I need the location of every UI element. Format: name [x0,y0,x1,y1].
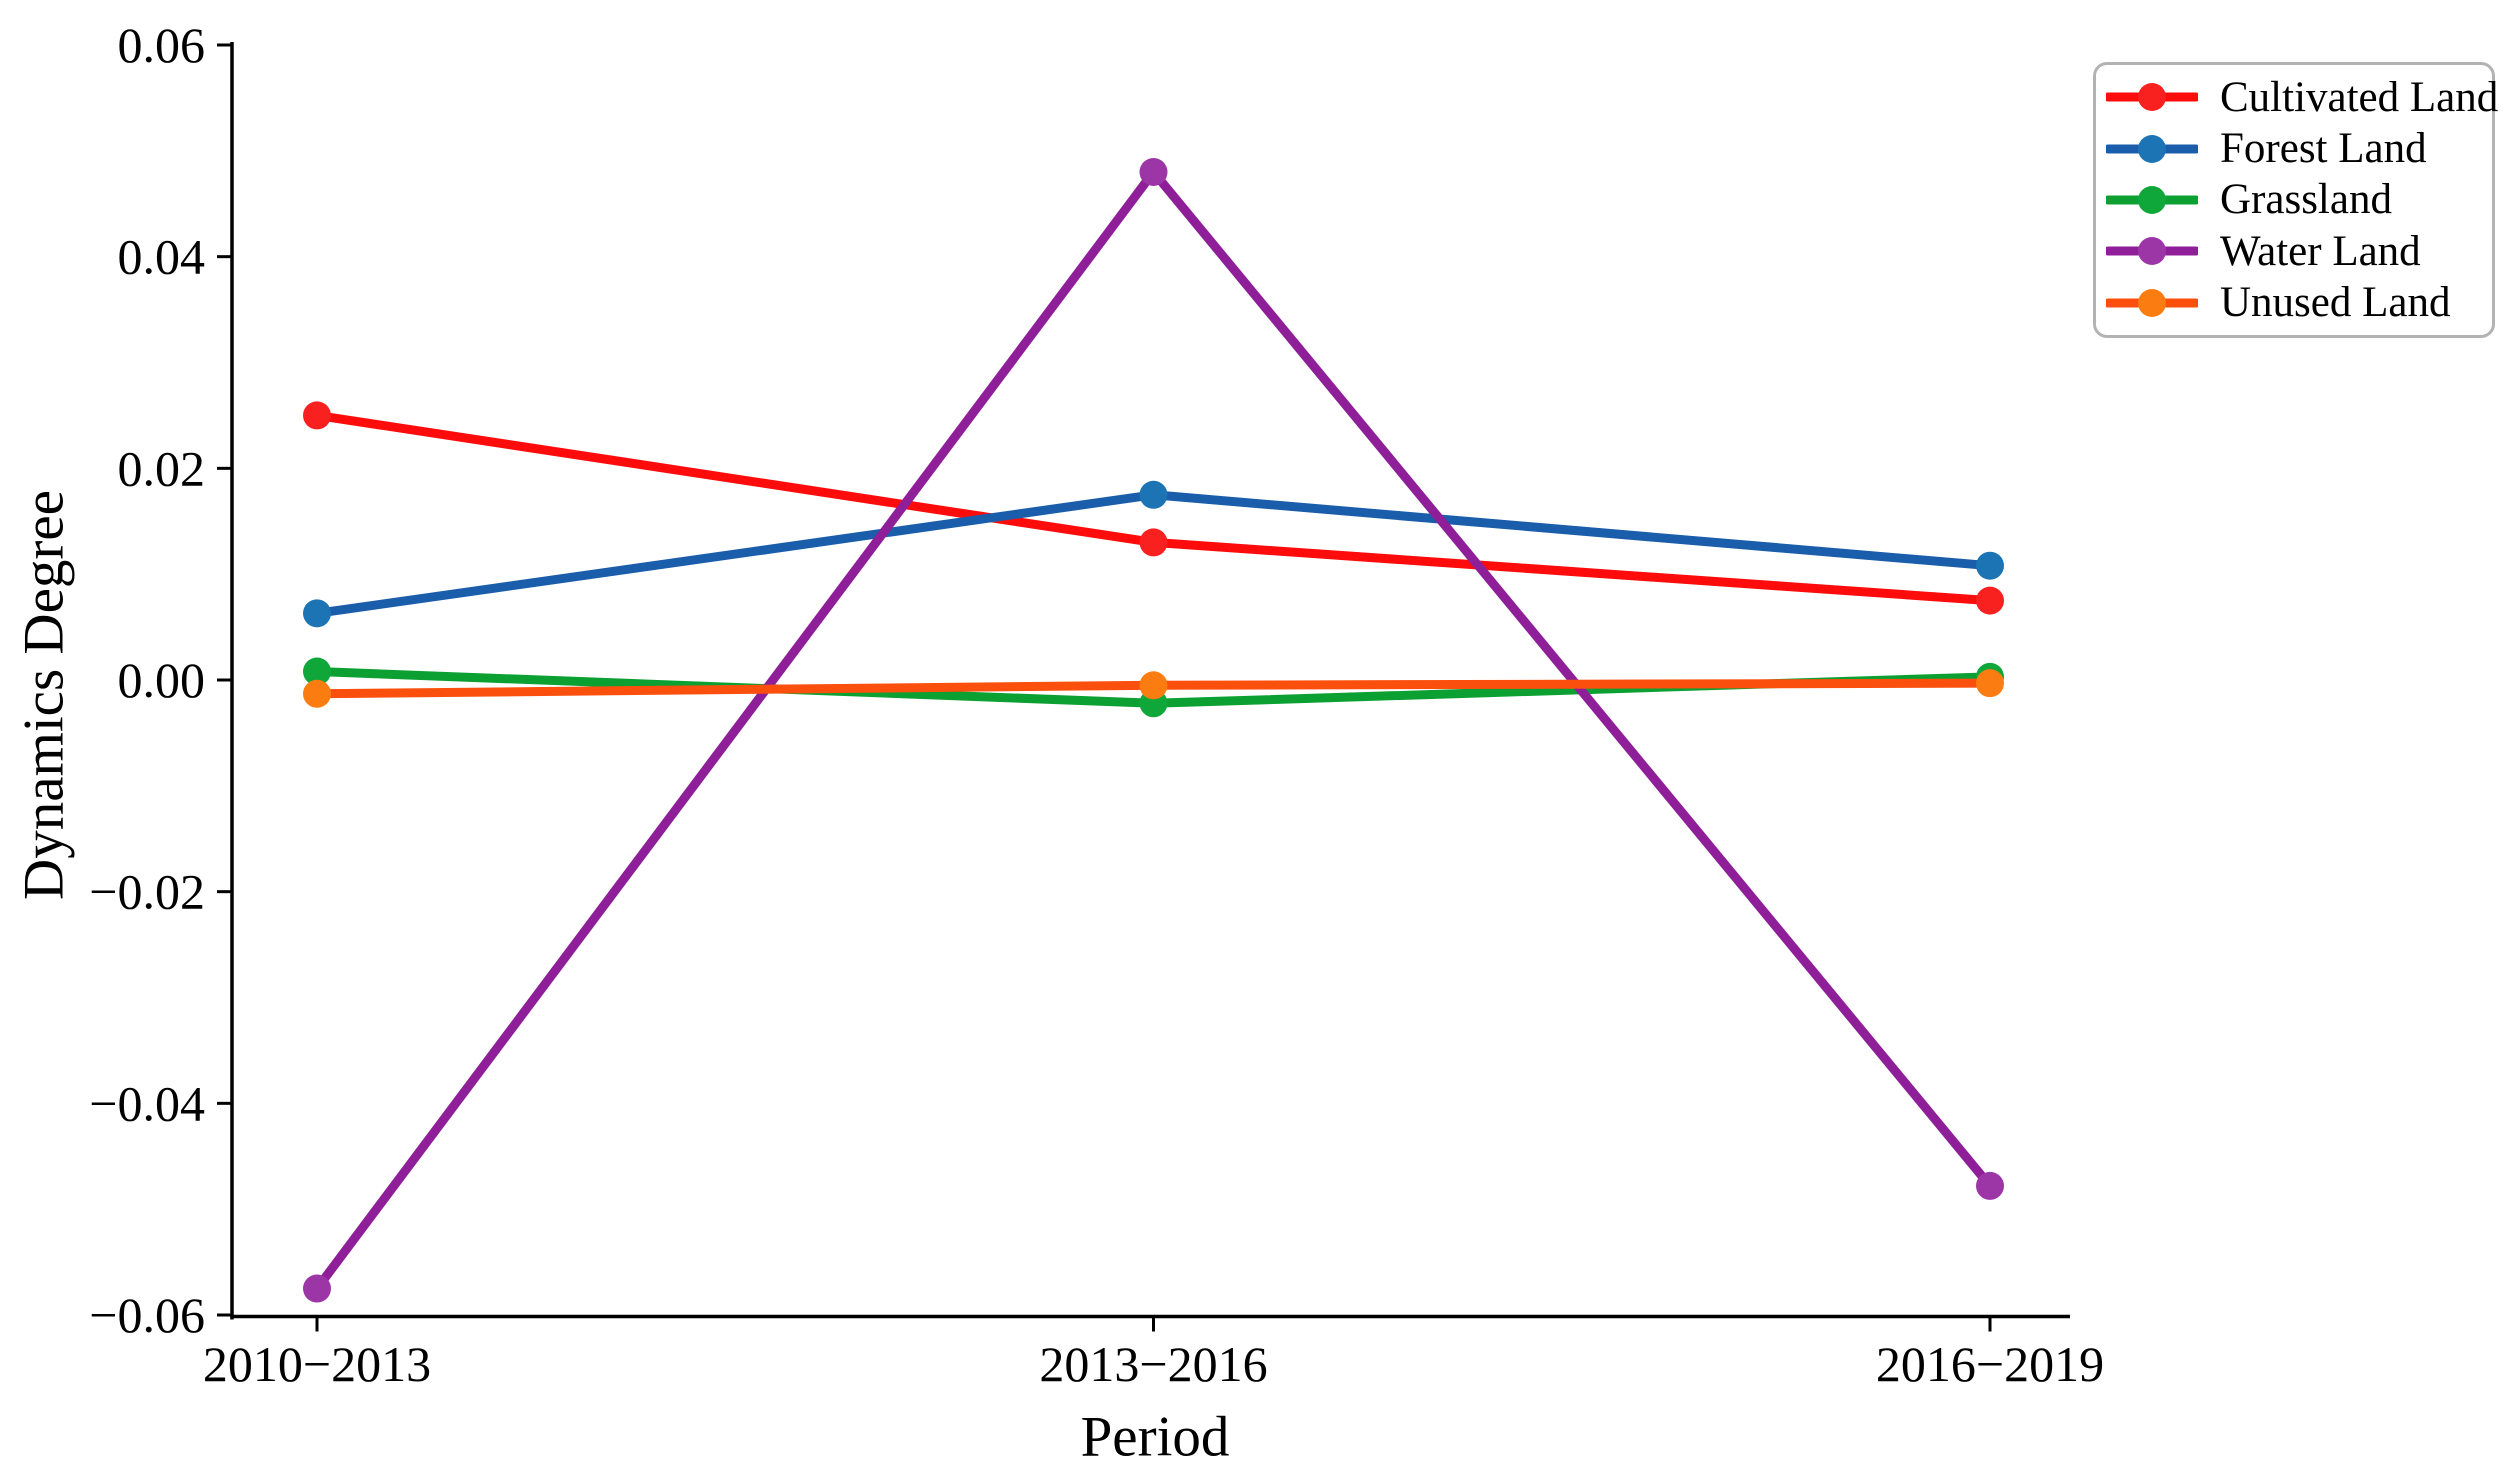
y-axis-title: Dynamics Degree [12,490,76,900]
data-point-water-land [1976,1171,2004,1200]
legend: Cultivated Land Forest Land Grassland Water… [2093,62,2498,338]
legend-label: Water Land [2220,227,2421,275]
x-tick-label: 2013−2016 [1039,1336,1267,1392]
data-point-cultivated-land [1139,528,1168,557]
data-point-cultivated-land [303,401,331,430]
legend-item-grassland: Grassland [2096,175,2492,225]
x-axis-title: Period [1080,1405,1230,1469]
legend-swatch-icon [2106,185,2198,214]
legend-item-unused-land: Unused Land [2096,278,2492,328]
legend-swatch-icon [2106,237,2198,266]
legend-swatch-icon [2106,288,2198,317]
series-line-water-land [312,167,1995,1294]
y-tick-label: −0.04 [89,1075,205,1131]
legend-label: Unused Land [2220,279,2451,327]
data-point-forest-land [303,599,331,628]
legend-swatch-icon [2106,83,2198,112]
legend-item-water-land: Water Land [2096,226,2492,276]
data-point-grassland [303,657,331,686]
data-point-water-land [303,1274,331,1303]
data-point-unused-land [1139,671,1168,700]
data-point-unused-land [303,679,331,708]
x-tick-label: 2010−2013 [203,1336,431,1392]
data-point-cultivated-land [1976,586,2004,615]
legend-swatch-icon [2106,134,2198,163]
data-point-forest-land [1976,551,2004,580]
data-point-forest-land [1139,480,1168,509]
legend-label: Cultivated Land [2220,73,2499,121]
x-tick-label: 2016−2019 [1876,1336,2104,1392]
legend-label: Forest Land [2220,125,2427,173]
y-tick-label: 0.00 [118,652,206,708]
y-tick-label: 0.02 [118,440,206,496]
y-tick-label: 0.06 [118,17,206,73]
legend-label: Grassland [2220,176,2392,224]
data-point-unused-land [1976,669,2004,698]
legend-item-forest-land: Forest Land [2096,124,2492,174]
data-point-water-land [1139,158,1168,186]
legend-item-cultivated-land: Cultivated Land [2096,72,2498,122]
y-tick-label: 0.04 [118,229,206,285]
y-tick-label: −0.06 [89,1287,205,1343]
y-tick-label: −0.02 [89,864,205,920]
